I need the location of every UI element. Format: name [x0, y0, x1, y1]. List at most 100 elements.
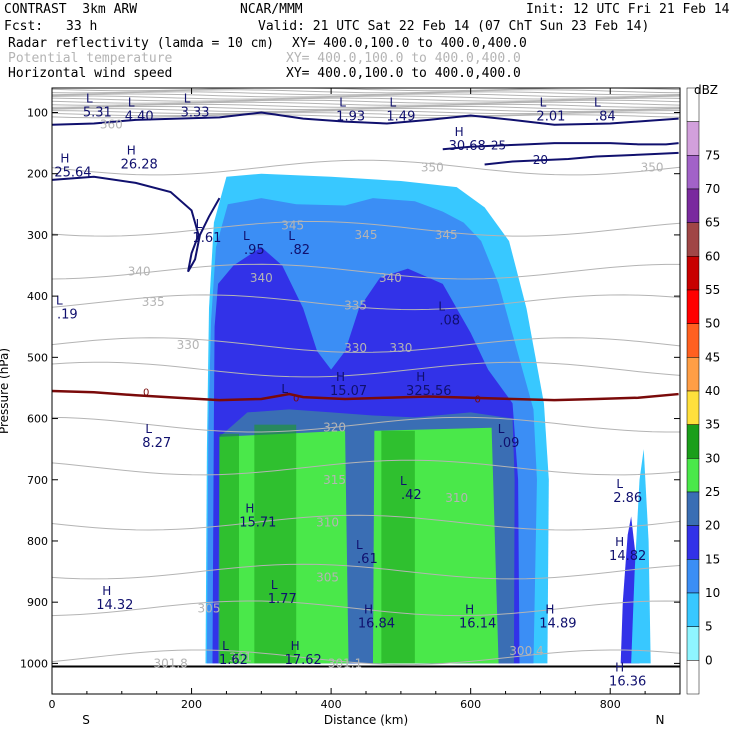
colorbar-level-label: 70 [705, 182, 720, 196]
theta-label: 320 [323, 421, 346, 435]
theta-upper-line [52, 99, 680, 104]
colorbar-swatch [686, 525, 700, 560]
wind-low-marker: L [56, 293, 63, 307]
y-axis-label: Pressure (hPa) [0, 348, 11, 434]
wind-contour-20 [484, 151, 679, 166]
y-tick-label: 400 [27, 290, 48, 303]
colorbar-swatch [686, 121, 700, 156]
wind-high-marker: H [455, 125, 464, 139]
theta-contour [52, 514, 680, 531]
colorbar-level-label: 40 [705, 384, 720, 398]
colorbar-swatch [686, 256, 700, 291]
wind-extreme-value: 16.84 [358, 616, 395, 631]
wind-extreme-value: 3.33 [181, 105, 210, 120]
wind-extreme-value: 15.71 [239, 515, 276, 530]
theta-contour [52, 220, 680, 237]
wind-extreme-value: 14.32 [96, 598, 133, 613]
wind-extreme-value: 17.62 [285, 653, 322, 668]
y-tick-label: 100 [27, 106, 48, 119]
theta-upper-line [52, 105, 680, 110]
theta-upper-line [52, 93, 680, 98]
x-tick-label: 800 [600, 698, 621, 711]
theta-label: 345 [281, 219, 304, 233]
theta-label: 330 [344, 341, 367, 355]
theta-label: 360 [100, 118, 123, 132]
freezing-level-label: 0 [474, 394, 480, 405]
theta-upper-line [52, 112, 680, 117]
theta-contour [52, 459, 680, 476]
wind-extreme-value: 4.40 [125, 110, 154, 125]
wind-high-marker: H [364, 602, 373, 616]
theta-contour [52, 563, 680, 580]
wind-low-marker: L [594, 96, 601, 110]
y-tick-label: 600 [27, 413, 48, 426]
colorbar-swatch [686, 188, 700, 223]
theta-label: 350 [641, 161, 664, 175]
wind-low-marker: L [184, 91, 191, 105]
theta-upper-line [52, 108, 680, 113]
colorbar-swatch [686, 289, 700, 324]
wind-extreme-value: .61 [357, 552, 378, 567]
colorbar-level-label: 55 [705, 283, 720, 297]
theta-label: 350 [421, 161, 444, 175]
theta-label: 340 [128, 265, 151, 279]
theta-upper-line [52, 114, 680, 119]
theta-contour [52, 649, 680, 666]
theta-contour [52, 159, 680, 176]
freezing-level-label: 0 [293, 394, 299, 405]
colorbar-swatch [686, 559, 700, 594]
theta-label: 335 [344, 298, 367, 312]
colorbar-level-label: 45 [705, 350, 720, 364]
wind-high-marker: H [615, 535, 624, 549]
theta-contour [52, 263, 680, 280]
wind-low-marker: L [438, 299, 445, 313]
wind-low-marker: L [86, 91, 93, 105]
colorbar-level-label: 60 [705, 249, 720, 263]
theta-label: 310 [316, 516, 339, 530]
wind-extreme-value: 1.77 [268, 592, 297, 607]
colorbar-level-label: 75 [705, 148, 720, 162]
wind-low-marker: L [281, 382, 288, 396]
colorbar-swatch [686, 222, 700, 257]
reflectivity-core [254, 424, 297, 664]
x-end-left: S [82, 713, 90, 727]
colorbar-swatch [686, 323, 700, 358]
freezing-level-label: 0 [143, 388, 149, 399]
fcst-label: Fcst: [4, 19, 44, 34]
wind-high-marker: H [102, 584, 111, 598]
wind-low-marker: L [390, 96, 397, 110]
wind-extreme-value: 1.62 [219, 653, 248, 668]
colorbar-swatch [686, 458, 700, 493]
y-tick-label: 1000 [20, 657, 48, 670]
wind-low-marker: L [356, 538, 363, 552]
theta-upper-line [52, 91, 680, 96]
wind-extreme-value: 16.14 [459, 616, 496, 631]
freezing-level-line [52, 389, 679, 402]
colorbar-swatch [686, 660, 700, 695]
theta-label: 301.8 [153, 656, 187, 670]
theta-contour [52, 416, 680, 433]
theta-upper-line [52, 97, 680, 102]
y-tick-label: 900 [27, 596, 48, 609]
wind-contour-label: 20 [533, 153, 548, 167]
theta-label: 300.4 [509, 644, 543, 658]
colorbar-level-label: 25 [705, 485, 720, 499]
wind-low-marker: L [243, 229, 250, 243]
wind-extreme-value: 1.49 [386, 110, 415, 125]
wind-extreme-value: 14.82 [609, 549, 646, 564]
wind-high-marker: H [336, 370, 345, 384]
reflectivity-core [381, 430, 415, 664]
wind-low-marker: L [128, 96, 135, 110]
theta-label: 335 [142, 295, 165, 309]
model-title: CONTRAST 3km ARW [4, 2, 138, 17]
wind-extreme-value: .42 [401, 488, 422, 503]
wind-extreme-value: .84 [595, 110, 616, 125]
theta-label: 330 [389, 341, 412, 355]
wind-low-marker: L [540, 96, 547, 110]
valid-time: Valid: 21 UTC Sat 22 Feb 14 (07 ChT Sun … [258, 19, 650, 34]
wind-low-marker: L [288, 229, 295, 243]
y-tick-label: 500 [27, 351, 48, 364]
x-tick-label: 0 [49, 698, 56, 711]
x-end-right: N [656, 713, 665, 727]
theta-contour [52, 600, 680, 617]
